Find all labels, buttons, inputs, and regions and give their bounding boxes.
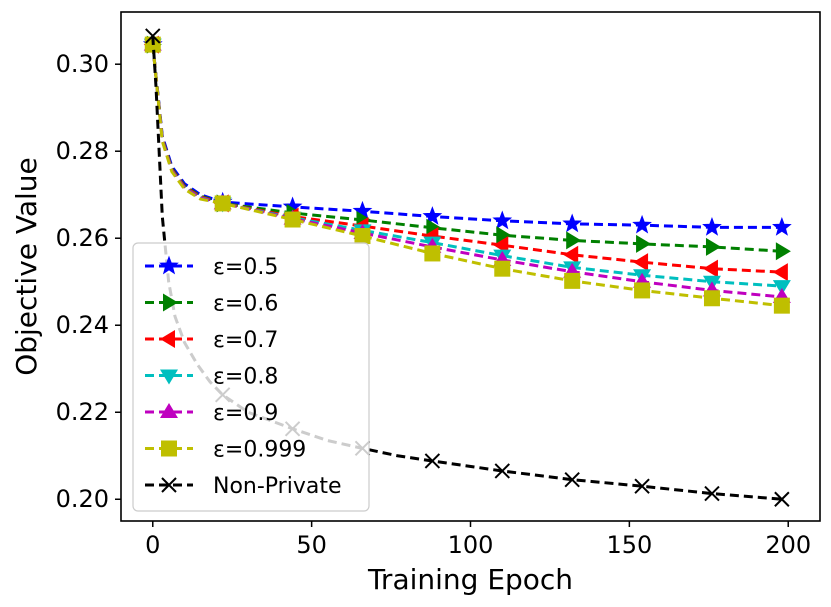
x-tick-label: 200 — [765, 531, 811, 559]
data-point — [634, 282, 651, 299]
legend-marker — [160, 403, 178, 418]
data-point — [636, 234, 652, 253]
legend-marker — [160, 369, 178, 385]
data-point — [564, 272, 581, 289]
plot-lines — [142, 28, 792, 507]
series-6 — [144, 36, 790, 314]
legend-marker — [163, 293, 178, 312]
y-tick-label: 0.22 — [56, 398, 109, 426]
series-line — [151, 44, 782, 274]
legend-marker — [159, 255, 179, 275]
legend: ε=0.5 ε=0.6 ε=0.7 ε=0.8 ε=0.9 ε=0.999 Non-Priv… — [132, 242, 370, 512]
data-point — [145, 28, 161, 44]
legend-label: ε=0.5 — [213, 255, 278, 280]
legend-item: ε=0.5 — [145, 255, 278, 280]
data-point — [632, 214, 652, 234]
legend-label: ε=0.7 — [213, 328, 278, 353]
legend-item: Non-Private — [145, 474, 342, 499]
x-tick-label: 0 — [145, 531, 160, 559]
y-tick-label: 0.24 — [56, 311, 109, 339]
legend-marker — [161, 440, 177, 457]
legend-item: ε=0.6 — [145, 292, 278, 317]
series-line — [151, 44, 782, 253]
data-point — [564, 471, 580, 488]
x-tick-label: 100 — [448, 531, 494, 559]
x-tick-label: 150 — [606, 531, 652, 559]
data-point — [773, 297, 790, 314]
y-axis-ticks: 0.20 0.22 0.24 0.26 0.28 0.30 — [56, 50, 121, 513]
legend-item: ε=0.7 — [145, 328, 278, 353]
legend-item: ε=0.999 — [145, 438, 306, 463]
data-point — [563, 245, 579, 264]
data-point — [494, 463, 510, 479]
data-point — [562, 213, 583, 233]
series-line — [151, 44, 783, 308]
data-point — [422, 206, 443, 225]
data-point — [492, 210, 513, 230]
data-point — [705, 237, 721, 256]
series-line — [151, 35, 782, 501]
data-point — [634, 478, 650, 494]
series-line — [151, 44, 782, 229]
data-point — [704, 485, 720, 502]
data-point — [496, 226, 512, 245]
data-point — [702, 216, 722, 236]
data-point — [214, 195, 231, 212]
legend-marker — [160, 330, 175, 348]
y-axis-label: Objective Value — [10, 157, 43, 376]
y-tick-label: 0.26 — [56, 224, 109, 252]
data-point — [566, 231, 582, 250]
data-point — [772, 263, 788, 282]
x-tick-label: 50 — [296, 531, 327, 559]
y-tick-label: 0.30 — [56, 50, 109, 78]
data-point — [424, 453, 441, 469]
legend-label: ε=0.8 — [213, 365, 278, 390]
data-point — [424, 245, 441, 262]
legend-label: ε=0.9 — [213, 401, 278, 426]
data-point — [702, 259, 718, 278]
series-1 — [142, 34, 792, 236]
data-point — [772, 216, 792, 236]
legend-label: ε=0.999 — [213, 438, 306, 463]
data-point — [772, 280, 791, 296]
data-point — [775, 242, 791, 261]
data-point — [354, 228, 371, 245]
data-point — [633, 253, 649, 272]
legend-label: ε=0.6 — [213, 292, 278, 317]
y-tick-label: 0.28 — [56, 137, 109, 165]
legend-label: Non-Private — [213, 474, 342, 499]
legend-box — [132, 242, 370, 512]
x-axis-label: Training Epoch — [367, 563, 573, 596]
data-point — [703, 290, 720, 307]
data-point — [284, 211, 301, 228]
data-point — [494, 260, 511, 277]
legend-item: ε=0.9 — [145, 401, 278, 426]
legend-item: ε=0.8 — [145, 365, 278, 390]
x-axis-ticks: 0 50 100 150 200 — [145, 521, 811, 559]
legend-marker — [161, 477, 177, 493]
data-point — [774, 491, 790, 507]
y-tick-label: 0.20 — [56, 485, 109, 513]
